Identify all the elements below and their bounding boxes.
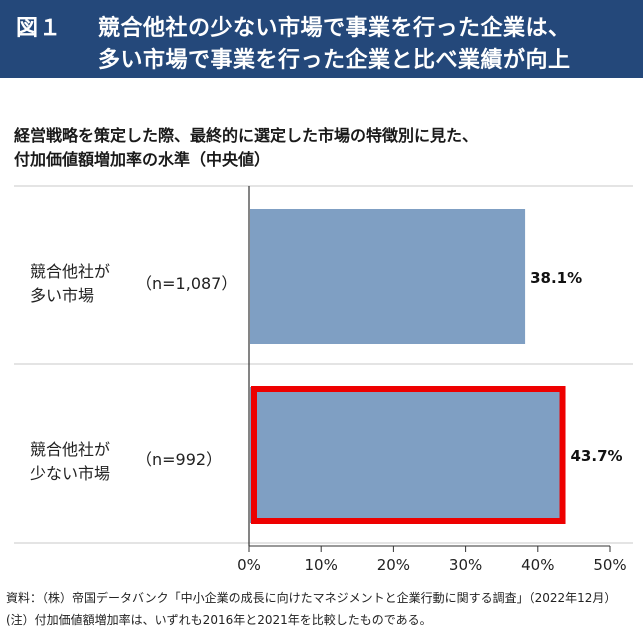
x-tick-label: 40% (521, 556, 554, 574)
x-tick-label: 30% (449, 556, 482, 574)
chart-subtitle-line-2: 付加価値額増加率の水準（中央値） (14, 150, 271, 169)
x-tick-label: 0% (237, 556, 261, 574)
category-2-sample-size: （n=992） (136, 450, 223, 469)
title-line-1: 競合他社の少ない市場で事業を行った企業は、 (98, 16, 571, 41)
bar-1 (250, 209, 526, 344)
title-line-2: 多い市場で事業を行った企業と比べ業績が向上 (98, 48, 571, 73)
value-label-1: 38.1% (530, 269, 582, 287)
category-1-sample-size: （n=1,087） (136, 274, 238, 293)
chart-subtitle-line-1: 経営戦略を策定した際、最終的に選定した市場の特徴別に見た、 (14, 126, 479, 145)
footnote: (注）付加価値額増加率は、いずれも2016年と2021年を比較したものである。 (6, 613, 432, 627)
figure-label: 図１ (16, 16, 63, 41)
category-label-2-line-1: 競合他社が (30, 440, 111, 459)
category-label-2-line-2: 少ない市場 (30, 464, 111, 483)
value-label-2: 43.7% (571, 447, 623, 465)
x-tick-label: 20% (377, 556, 410, 574)
x-tick-label: 10% (305, 556, 338, 574)
category-label-1-line-2: 多い市場 (30, 286, 95, 305)
bar-2 (250, 387, 566, 523)
category-label-1-line-1: 競合他社が (30, 262, 111, 281)
highlight-border (251, 386, 566, 524)
source-note: 資料：（株）帝国データバンク「中小企業の成長に向けたマネジメントと企業行動に関す… (6, 591, 617, 605)
header-banner: 図１ 競合他社の少ない市場で事業を行った企業は、 多い市場で事業を行った企業と比… (0, 0, 643, 78)
x-tick-label: 50% (593, 556, 626, 574)
